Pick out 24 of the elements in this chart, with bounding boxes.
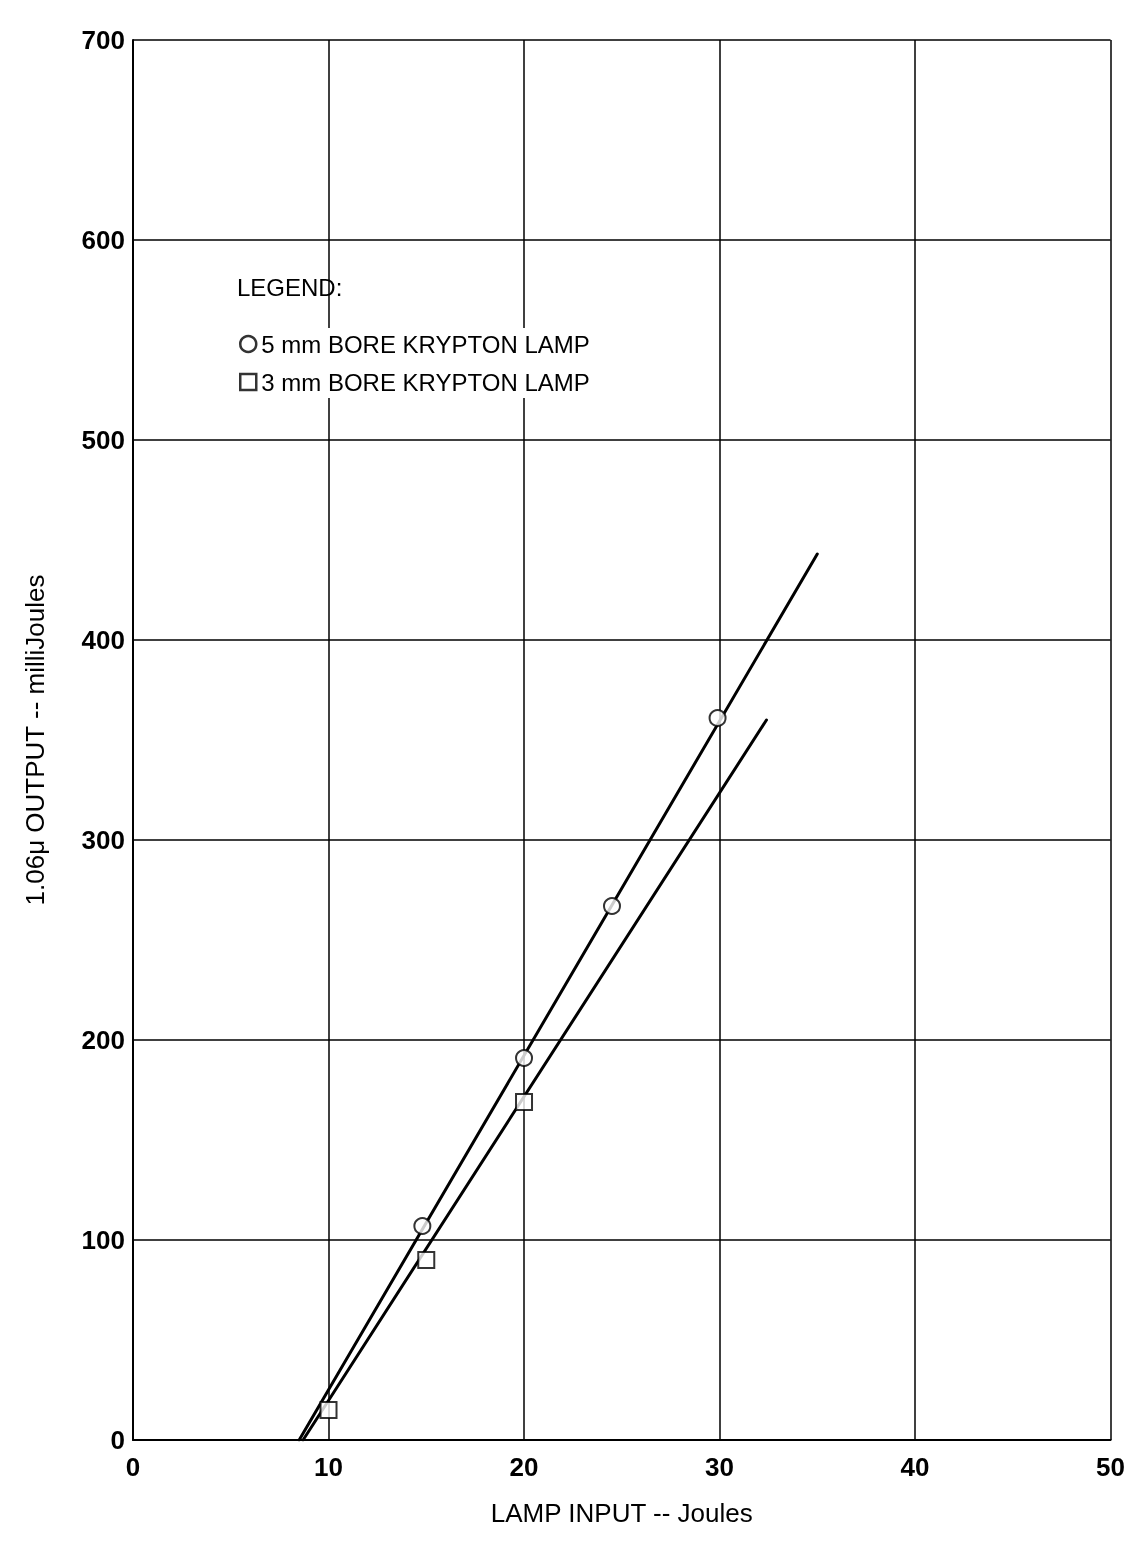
x-tick-label: 50 (1096, 1452, 1125, 1482)
x-tick-label: 20 (509, 1452, 539, 1482)
legend-label: 3 mm BORE KRYPTON LAMP (261, 368, 590, 396)
x-tick-label: 10 (314, 1452, 343, 1482)
y-axis-title: 1.06μ OUTPUT -- milliJoules (20, 574, 50, 906)
point (708, 709, 727, 727)
y-tick-label: 700 (81, 25, 125, 55)
x-tick-label: 30 (705, 1452, 734, 1482)
y-tick-label: 0 (110, 1425, 125, 1455)
point (603, 897, 621, 915)
point (515, 1049, 534, 1067)
x-tick-label: 40 (900, 1452, 930, 1482)
legend-label: 5 mm BORE KRYPTON LAMP (261, 330, 590, 358)
y-tick-label: 100 (81, 1225, 125, 1255)
y-tick-label: 300 (81, 825, 125, 855)
x-axis-title: LAMP INPUT -- Joules (490, 1498, 753, 1528)
y-tick-label: 500 (81, 425, 125, 455)
y-tick-label: 200 (81, 1025, 125, 1055)
point (515, 1093, 534, 1111)
y-tick-label: 400 (81, 625, 125, 655)
point (413, 1217, 432, 1235)
y-tick-label: 600 (81, 225, 125, 255)
point (319, 1401, 338, 1419)
point (417, 1251, 436, 1269)
